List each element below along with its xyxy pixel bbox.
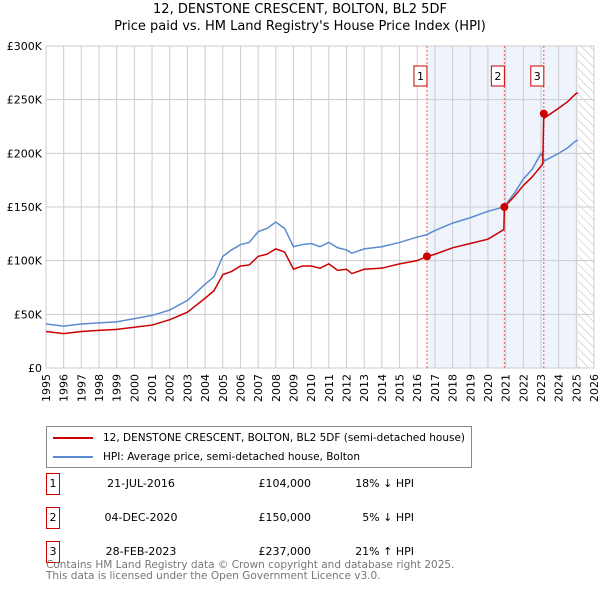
sale-badge: 1 (46, 473, 60, 495)
chart-subtitle: Price paid vs. HM Land Registry's House … (114, 19, 486, 34)
x-tick-label: 2001 (146, 374, 159, 402)
footer-text: Contains HM Land Registry data © Crown c… (46, 560, 454, 582)
x-tick-label: 2011 (323, 374, 336, 402)
x-tick-label: 2021 (500, 374, 513, 402)
x-tick-label: 2022 (517, 374, 530, 402)
x-tick-label: 2004 (199, 374, 212, 402)
legend-item-property: 12, DENSTONE CRESCENT, BOLTON, BL2 5DF (… (53, 430, 465, 446)
x-tick-label: 2023 (535, 374, 548, 402)
sale-price: £104,000 (258, 477, 312, 490)
x-tick-label: 2019 (464, 374, 477, 402)
sale-hpi-diff: 5% ↓ HPI (362, 511, 414, 524)
sale-label-box (490, 65, 505, 87)
y-tick-label: £250K (7, 94, 43, 107)
y-tick-label: £200K (7, 147, 43, 160)
sale-hpi-diff: 21% ↑ HPI (355, 545, 414, 558)
legend-swatch-blue (53, 456, 93, 458)
sale-label: 3 (534, 70, 541, 83)
x-tick-label: 1997 (75, 374, 88, 402)
legend-label: HPI: Average price, semi-detached house,… (103, 451, 360, 463)
sale-point (539, 109, 548, 118)
x-tick-label: 2014 (376, 374, 389, 402)
sale-date: 21-JUL-2016 (107, 477, 175, 490)
x-tick-label: 2025 (570, 374, 583, 402)
x-tick-label: 2013 (358, 374, 371, 402)
sale-point (422, 252, 431, 261)
x-tick-label: 2005 (217, 374, 230, 402)
sale-price: £150,000 (258, 511, 312, 524)
x-tick-label: 2008 (270, 374, 283, 402)
plot-border (45, 45, 595, 369)
sale-label-box (413, 65, 428, 87)
x-tick-label: 2018 (447, 374, 460, 402)
footer-line-2: This data is licensed under the Open Gov… (46, 570, 381, 582)
x-tick-label: 2024 (553, 374, 566, 402)
sale-label-box (530, 65, 545, 87)
x-tick-label: 1996 (58, 374, 71, 402)
y-tick-label: £150K (7, 201, 43, 214)
sale-badge: 3 (46, 541, 60, 563)
legend-item-hpi: HPI: Average price, semi-detached house,… (53, 449, 360, 465)
x-tick-label: 2007 (252, 374, 265, 402)
chart-title: 12, DENSTONE CRESCENT, BOLTON, BL2 5DF (153, 2, 447, 17)
x-tick-label: 1995 (40, 374, 53, 402)
x-tick-label: 2017 (429, 374, 442, 402)
sale-label: 1 (417, 70, 424, 83)
x-tick-label: 2016 (411, 374, 424, 402)
price-chart: 1995 1996 1997 1998 1999 2000 2001 2002 2003 2004… (7, 40, 600, 402)
sale-date: 28-FEB-2023 (105, 545, 177, 558)
sale-date: 04-DEC-2020 (104, 511, 178, 524)
x-tick-label: 2000 (128, 374, 141, 402)
x-tick-label: 2009 (287, 374, 300, 402)
legend-swatch-red (53, 437, 93, 439)
hpi-line (45, 139, 579, 327)
sale-label: 2 (494, 70, 501, 83)
x-tick-label: 2002 (164, 374, 177, 402)
x-tick-label: 2020 (482, 374, 495, 402)
x-tick-label: 2012 (341, 374, 354, 402)
x-tick-label: 2026 (588, 374, 600, 402)
x-tick-label: 1998 (93, 374, 106, 402)
x-tick-label: 2003 (181, 374, 194, 402)
x-tick-label: 2010 (305, 374, 318, 402)
sale-point (500, 203, 509, 211)
y-tick-label: £300K (7, 40, 43, 53)
y-tick-label: £0 (28, 362, 42, 375)
sale-badge: 2 (46, 507, 60, 529)
y-tick-label: £100K (7, 255, 43, 268)
x-tick-label: 1999 (111, 374, 124, 402)
x-tick-label: 2006 (234, 374, 247, 402)
y-tick-label: £50K (14, 308, 43, 321)
sale-hpi-diff: 18% ↓ HPI (355, 477, 414, 490)
x-tick-label: 2015 (394, 374, 407, 402)
legend: 12, DENSTONE CRESCENT, BOLTON, BL2 5DF (… (46, 426, 472, 468)
legend-label: 12, DENSTONE CRESCENT, BOLTON, BL2 5DF (… (103, 432, 466, 444)
footer-line-1: Contains HM Land Registry data © Crown c… (46, 559, 455, 571)
property-price-line (45, 92, 579, 335)
sale-price: £237,000 (258, 545, 312, 558)
